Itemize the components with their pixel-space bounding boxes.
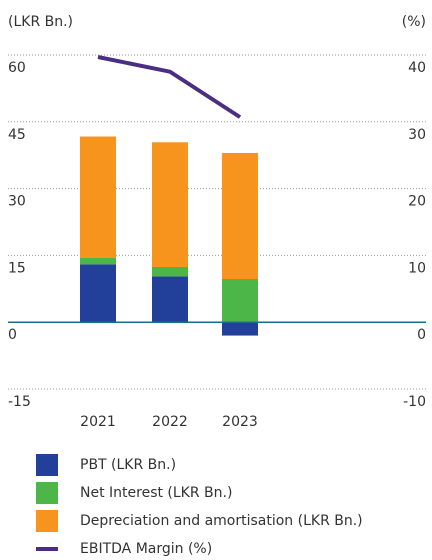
legend-swatch [36, 482, 58, 504]
legend-swatch [36, 510, 58, 532]
bar [80, 257, 116, 265]
y2-tick-label: 30 [408, 127, 426, 143]
y2-axis-label: (%) [402, 14, 426, 30]
y-tick-label: 45 [8, 127, 26, 143]
bar [152, 266, 188, 277]
y-tick-label: 15 [8, 260, 26, 276]
x-tick-label: 2023 [222, 414, 258, 430]
bar [152, 276, 188, 323]
y2-tick-label: 40 [408, 60, 426, 76]
x-tick-label: 2022 [152, 414, 188, 430]
legend-label: PBT (LKR Bn.) [80, 457, 176, 473]
y2-tick-label: 0 [417, 327, 426, 343]
y-tick-label: 0 [8, 327, 17, 343]
y2-tick-label: 20 [408, 194, 426, 210]
y-tick-label: 30 [8, 194, 26, 210]
bar [222, 279, 258, 323]
x-tick-label: 2021 [80, 414, 116, 430]
legend-label: EBITDA Margin (%) [80, 541, 212, 557]
bar [152, 142, 188, 267]
bar [80, 264, 116, 323]
y-tick-label: -15 [8, 394, 31, 410]
bar [222, 322, 258, 336]
y2-tick-label: 10 [408, 260, 426, 276]
bar [222, 152, 258, 280]
legend-swatch [36, 547, 58, 551]
y2-tick-label: -10 [403, 394, 426, 410]
bar [80, 136, 116, 258]
y-axis-label: (LKR Bn.) [8, 14, 73, 30]
y-tick-label: 60 [8, 60, 26, 76]
legend-swatch [36, 454, 58, 476]
line [97, 55, 242, 119]
legend-label: Net Interest (LKR Bn.) [80, 485, 232, 501]
legend-label: Depreciation and amortisation (LKR Bn.) [80, 513, 363, 529]
